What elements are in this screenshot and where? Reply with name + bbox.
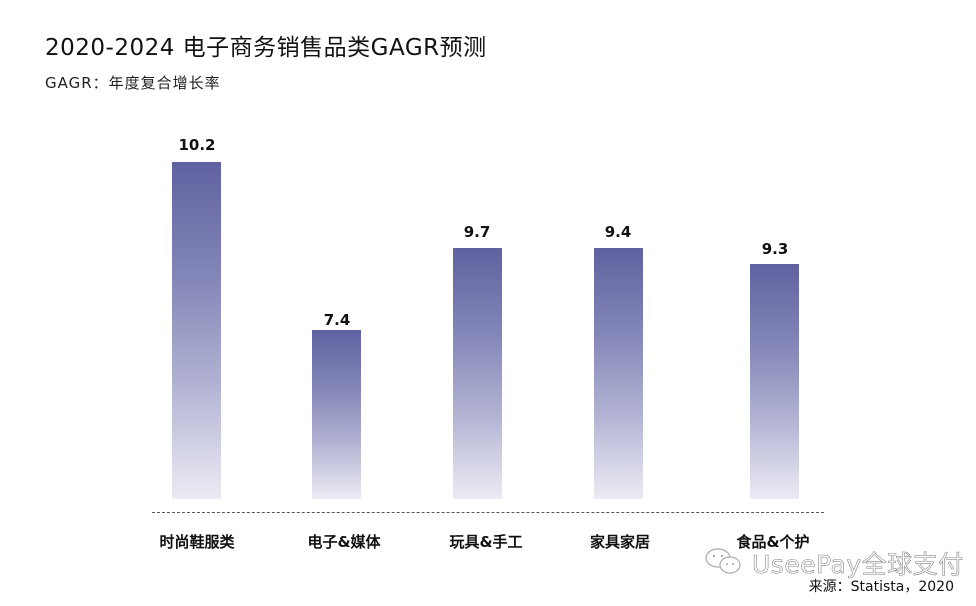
chart-subtitle: GAGR：年度复合增长率: [45, 74, 221, 92]
data-label: 10.2: [178, 136, 216, 154]
data-label: 7.4: [323, 311, 351, 329]
wechat-icon: [705, 548, 741, 574]
x-tick-label: 时尚鞋服类: [159, 533, 235, 551]
x-tick-label: 玩具&手工: [449, 533, 523, 551]
data-label: 9.3: [761, 240, 789, 258]
bar-furniture-home: [594, 248, 643, 499]
watermark: UseePay全球支付: [752, 550, 964, 580]
bar-electronics-media: [312, 330, 361, 499]
chart-title: 2020-2024 电子商务销售品类GAGR预测: [45, 35, 487, 61]
bar-fashion: [172, 162, 221, 499]
x-tick-label: 电子&媒体: [307, 533, 381, 551]
x-axis-baseline: [152, 512, 824, 513]
data-label: 9.7: [463, 223, 491, 241]
data-label: 9.4: [604, 223, 632, 241]
bar-food-personal-care: [750, 264, 799, 499]
source-note: 来源：Statista，2020: [808, 579, 954, 595]
x-tick-label: 食品&个护: [736, 533, 810, 551]
bar-toys-crafts: [453, 248, 502, 499]
x-tick-label: 家具家居: [589, 533, 650, 551]
